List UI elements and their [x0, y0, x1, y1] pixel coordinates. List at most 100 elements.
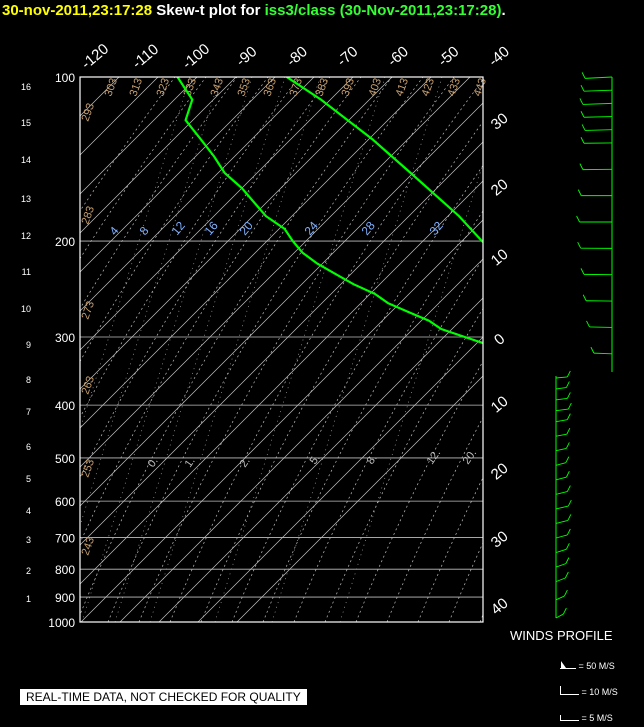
title-end: . [501, 2, 506, 19]
wind-legend-10-label: = 10 M/S [581, 687, 618, 697]
pressure-tick-label: 100 [55, 71, 75, 85]
dry-adiabat-line [80, 77, 393, 616]
mixing-ratio-line [271, 77, 443, 622]
mixing-ratio-line [339, 162, 483, 622]
wind-barb-flag [580, 85, 585, 92]
top-temperature-label: -50 [435, 43, 463, 70]
height-km-tick-label: 9 [26, 340, 31, 350]
dry-adiabat-line [107, 77, 424, 622]
mixing-ratio-label: 12 [169, 218, 189, 237]
wind-legend-50: = 50 M/S [560, 660, 615, 671]
dry-adiabat-label: 283 [80, 205, 98, 226]
title-station: iss3/class (30-Nov-2011,23:17:28) [264, 2, 502, 19]
wind-barb-flag [565, 456, 570, 463]
title-label: Skew-t plot for [156, 2, 261, 19]
wind-barb-flag [567, 402, 572, 410]
wind-legend-10: = 10 M/S [560, 686, 618, 697]
isotherm-line [197, 336, 483, 622]
height-km-tick-label: 1 [26, 594, 31, 604]
wind-barb-flag [582, 294, 587, 301]
wind-barb-flag [567, 514, 572, 521]
wind-barb [585, 76, 613, 79]
height-km-tick-label: 3 [26, 535, 31, 545]
saturation-label: 20. [461, 447, 480, 466]
profiles [176, 77, 483, 345]
isotherm-line [236, 375, 483, 622]
saturation-label: 2. [238, 455, 253, 469]
isotherm-line [0, 77, 2, 622]
saturation-label: 0. [146, 455, 161, 469]
wind-barb-flag [579, 163, 584, 170]
dewpoint-profile-line [176, 77, 483, 345]
top-temperature-label: -110 [129, 41, 162, 73]
top-temperature-label: -60 [384, 43, 412, 70]
right-temperature-label: 0 [491, 330, 508, 348]
mixing-ratio-line [114, 77, 286, 622]
wind-barb [583, 89, 613, 92]
top-temperature-label: -90 [233, 43, 261, 70]
wind-barb-flag [565, 543, 570, 550]
dry-adiabat-label: 243 [80, 536, 98, 557]
saturation-label: 1. [183, 455, 198, 469]
mixing-ratio-line [149, 77, 321, 622]
wind-barb [555, 433, 567, 437]
wind-barb [589, 326, 613, 328]
wind-barb-flag [566, 392, 571, 399]
right-temperature-label: 30 [488, 110, 512, 134]
dry-adiabat-line [293, 257, 483, 622]
isotherm-line [158, 297, 483, 622]
isotherm-line [80, 77, 432, 429]
wind-barb-flag [580, 111, 585, 118]
saturation-label: 12. [425, 447, 444, 466]
dry-adiabat-label: 443 [472, 77, 490, 98]
wind-barb-flag [565, 381, 570, 388]
wind-barb-flag [576, 215, 581, 223]
top-temperature-label: -120 [78, 40, 112, 72]
wind-barb [555, 491, 568, 495]
dry-adiabat-label: 403 [367, 77, 385, 98]
wind-barb [555, 613, 564, 619]
mixing-ratio-line [81, 77, 253, 622]
wind-barb-flag [577, 242, 582, 249]
dry-adiabat-line [200, 121, 483, 622]
wind-barb [555, 505, 569, 510]
right-temperature-label: 30 [488, 528, 512, 552]
pressure-tick-label: 800 [55, 563, 75, 577]
wind-barb-flag [580, 137, 585, 144]
wind-barb-flag [566, 427, 571, 435]
mixing-ratio-label: 20 [237, 218, 257, 237]
dry-adiabat-line [80, 77, 300, 419]
plot-frame [79, 76, 484, 623]
wind-barb [555, 398, 568, 401]
wind-barb [593, 352, 613, 355]
pressure-tick-label: 600 [55, 495, 75, 509]
wind-barb [555, 447, 567, 452]
right-temperature-label: 20 [488, 176, 512, 200]
right-temperature-label: 20 [488, 460, 512, 484]
wind-barb [555, 563, 567, 568]
dry-adiabat-line [417, 476, 483, 622]
dry-adiabat-line [448, 541, 483, 622]
wind-barb-flag [577, 189, 582, 196]
mixing-ratio-label: 16 [202, 218, 222, 237]
wind-legend-5: = 5 M/S [560, 713, 613, 723]
dry-adiabat-label: 423 [420, 77, 438, 98]
wind-barb [555, 595, 565, 601]
height-km-tick-label: 6 [26, 442, 31, 452]
top-temperature-label: -40 [485, 43, 513, 70]
dry-adiabat-label: 293 [80, 102, 98, 123]
title-timestamp: 30-nov-2011,23:17:28 [2, 2, 153, 19]
dry-adiabat-label: 343 [209, 77, 227, 98]
wind-barb [555, 534, 568, 539]
height-km-tick-label: 16 [21, 82, 31, 92]
wind-barb [555, 577, 566, 583]
height-km-tick-label: 4 [26, 506, 31, 516]
wind-barb-flag [566, 370, 571, 378]
height-km-tick-label: 11 [22, 267, 31, 277]
mixing-ratio-label: 32 [427, 218, 447, 237]
wind-barb [555, 548, 567, 553]
pressure-tick-label: 700 [55, 532, 75, 546]
saturation-label: 5. [308, 452, 323, 466]
wind-barb [555, 408, 569, 412]
